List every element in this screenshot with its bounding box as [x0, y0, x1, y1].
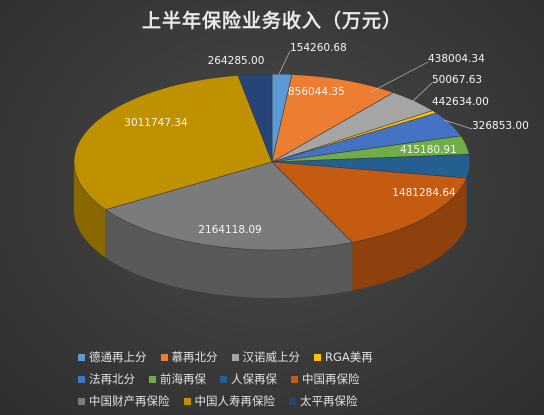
legend-label: 汉诺威上分	[242, 350, 301, 364]
slice-1	[271, 74, 395, 163]
legend-swatch	[78, 353, 85, 361]
leader-line	[443, 119, 473, 130]
legend-label: 太平再保险	[300, 394, 358, 408]
data-label-9: 3011747.34	[124, 117, 188, 129]
legend-item: 人保再保	[220, 371, 277, 387]
slice-7	[271, 161, 468, 243]
data-label-2: 438004.34	[428, 53, 485, 65]
data-label-1: 856044.35	[288, 86, 345, 98]
leader-line	[370, 61, 429, 93]
data-label-4: 442634.00	[432, 96, 489, 108]
legend-item: 中国再保险	[291, 371, 360, 387]
legend-label: 前海再保	[160, 372, 206, 386]
data-label-0: 154260.68	[290, 42, 347, 54]
slice-8-side	[105, 209, 353, 298]
chart-title: 上半年保险业务收入（万元）	[141, 10, 402, 32]
legend-swatch	[78, 397, 85, 405]
data-label-6: 415180.91	[400, 144, 457, 156]
legend-label: 慕再北分	[171, 350, 218, 364]
data-label-3: 50067.63	[432, 74, 482, 86]
slice-8	[104, 161, 353, 251]
chart-legend: 德通再上分 慕再北分 汉诺威上分 RGA美再法再北分 前海再保 人保再保 中国再保险中国财产…	[78, 346, 518, 412]
legend-swatch	[149, 375, 156, 383]
legend-item: 中国财产再保险	[78, 393, 170, 409]
legend-swatch	[314, 353, 321, 361]
slice-9-side	[74, 162, 106, 258]
slice-10	[237, 73, 273, 163]
legend-swatch	[220, 375, 227, 383]
legend-item: 慕再北分	[160, 349, 218, 365]
legend-item: 太平再保险	[289, 393, 358, 409]
legend-item: 中国人寿再保险	[183, 393, 276, 409]
legend-row: 德通再上分 慕再北分 汉诺威上分 RGA美再	[78, 346, 518, 368]
legend-item: 汉诺威上分	[231, 349, 301, 365]
slice-6-side	[466, 162, 470, 227]
legend-swatch	[160, 353, 168, 361]
leader-line	[278, 50, 291, 75]
legend-item: 前海再保	[149, 371, 206, 387]
legend-swatch	[183, 397, 191, 405]
data-label-5: 326853.00	[472, 120, 529, 132]
legend-item: 德通再上分	[78, 349, 147, 365]
legend-swatch	[289, 397, 296, 405]
legend-label: 中国人寿再保险	[194, 394, 276, 408]
legend-item: 法再北分	[78, 371, 135, 387]
data-label-7: 1481284.64	[392, 187, 456, 199]
legend-label: 中国再保险	[302, 372, 360, 386]
legend-swatch	[291, 375, 298, 383]
data-label-10: 264285.00	[208, 55, 265, 67]
legend-label: 人保再保	[231, 372, 277, 386]
legend-item: RGA美再	[314, 349, 373, 365]
legend-label: 法再北分	[89, 372, 135, 386]
legend-row: 中国财产再保险 中国人寿再保险 太平再保险	[78, 390, 518, 412]
data-label-8: 2164118.09	[198, 224, 261, 236]
legend-swatch	[231, 353, 239, 361]
legend-label: RGA美再	[325, 350, 373, 364]
legend-label: 中国财产再保险	[89, 394, 170, 408]
legend-label: 德通再上分	[89, 350, 147, 364]
leader-line	[411, 82, 433, 103]
slice-9	[73, 74, 273, 210]
legend-swatch	[78, 375, 85, 383]
slice-7-side	[352, 178, 467, 291]
legend-row: 法再北分 前海再保 人保再保 中国再保险	[78, 368, 518, 390]
